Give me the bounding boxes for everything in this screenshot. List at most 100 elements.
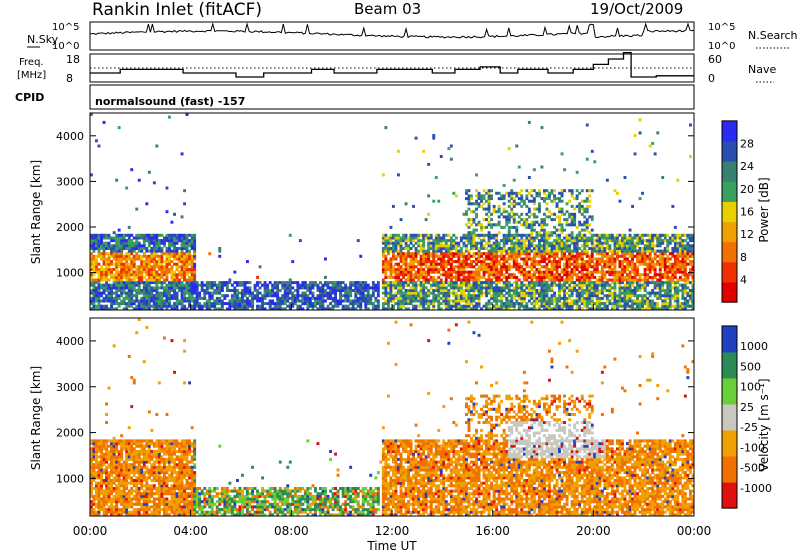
power-cell <box>324 307 327 311</box>
power-cell <box>392 204 395 208</box>
power-cell <box>628 233 632 237</box>
power-cell <box>92 249 96 253</box>
power-cell <box>628 239 632 243</box>
power-cell <box>495 257 499 261</box>
power-cell <box>311 283 315 287</box>
power-cell <box>472 244 476 248</box>
power-cell <box>185 273 189 277</box>
power-cell <box>565 210 569 214</box>
power-cell <box>475 302 478 306</box>
power-cell <box>475 296 478 300</box>
power-cell <box>689 281 692 285</box>
power-cell <box>147 273 151 277</box>
power-cell <box>578 233 582 237</box>
power-cell <box>683 252 687 256</box>
power-cell <box>115 257 119 261</box>
power-cell <box>409 294 413 298</box>
power-cell <box>105 236 108 240</box>
power-cell <box>653 286 657 290</box>
power-cell <box>449 307 453 311</box>
power-cell <box>525 225 529 229</box>
power-cell <box>475 260 478 264</box>
power-cell <box>530 220 534 224</box>
power-cell <box>170 254 174 258</box>
power-cell <box>173 273 176 277</box>
power-cell <box>392 283 395 287</box>
power-cell <box>558 233 561 237</box>
power-cell <box>673 270 677 274</box>
power-cell <box>593 275 597 279</box>
power-cell <box>532 265 536 269</box>
power-cell <box>490 257 493 261</box>
power-cell <box>631 262 634 266</box>
power-cell <box>505 283 509 287</box>
power-cell <box>414 257 418 261</box>
power-cell <box>475 275 478 279</box>
power-cell <box>102 270 106 274</box>
power-cell <box>389 225 393 229</box>
power-cell <box>616 278 619 282</box>
power-cell <box>510 202 514 206</box>
power-cell <box>633 289 637 292</box>
power-cell <box>442 244 446 248</box>
power-cell <box>100 241 103 245</box>
power-cell <box>595 249 599 253</box>
power-cell <box>135 247 139 250</box>
power-cell <box>548 273 551 277</box>
power-cell <box>580 265 584 269</box>
power-cell <box>512 252 516 256</box>
power-cell <box>462 254 466 258</box>
power-cell <box>163 286 166 290</box>
power-cell <box>686 299 690 303</box>
power-cell <box>168 115 171 119</box>
power-cell <box>686 281 690 285</box>
power-cell <box>412 307 415 311</box>
power-cell <box>215 307 219 311</box>
power-cell <box>394 302 398 306</box>
power-cell <box>422 299 426 303</box>
power-cell <box>505 268 509 271</box>
power-cell <box>475 289 478 292</box>
power-cell <box>613 294 617 298</box>
power-cell <box>112 296 116 300</box>
power-cell <box>548 260 551 264</box>
power-cell <box>444 275 448 279</box>
power-cell <box>246 304 249 308</box>
power-cell <box>253 289 257 292</box>
power-cell <box>152 181 156 185</box>
power-cell <box>530 236 534 240</box>
power-cell <box>482 252 486 256</box>
power-cell <box>150 299 154 303</box>
power-cell <box>183 262 186 266</box>
power-cell <box>588 231 592 235</box>
power-cell <box>689 268 692 271</box>
power-cell <box>545 294 549 298</box>
power-cell <box>210 296 214 300</box>
power-cell <box>155 241 159 245</box>
power-cell <box>673 262 677 266</box>
power-cell <box>110 296 113 300</box>
power-cell <box>558 281 561 285</box>
power-cell <box>414 270 418 274</box>
power-cell <box>168 291 171 295</box>
power-cell <box>545 231 549 235</box>
power-cell <box>558 228 561 232</box>
power-cell <box>170 252 174 256</box>
power-cell <box>125 270 129 274</box>
power-cell <box>414 296 418 300</box>
power-cell <box>527 247 531 250</box>
power-cell <box>563 291 566 295</box>
power-cell <box>598 299 602 303</box>
power-cell <box>168 236 171 240</box>
power-cell <box>419 281 423 285</box>
power-cell <box>95 281 98 285</box>
power-cell <box>590 257 594 261</box>
power-cell <box>540 197 544 201</box>
power-cell <box>434 278 438 282</box>
power-cell <box>575 233 579 237</box>
power-cell <box>575 244 579 248</box>
power-cell <box>107 236 111 240</box>
power-cell <box>583 260 587 264</box>
power-cell <box>404 252 408 256</box>
power-cell <box>170 241 174 245</box>
